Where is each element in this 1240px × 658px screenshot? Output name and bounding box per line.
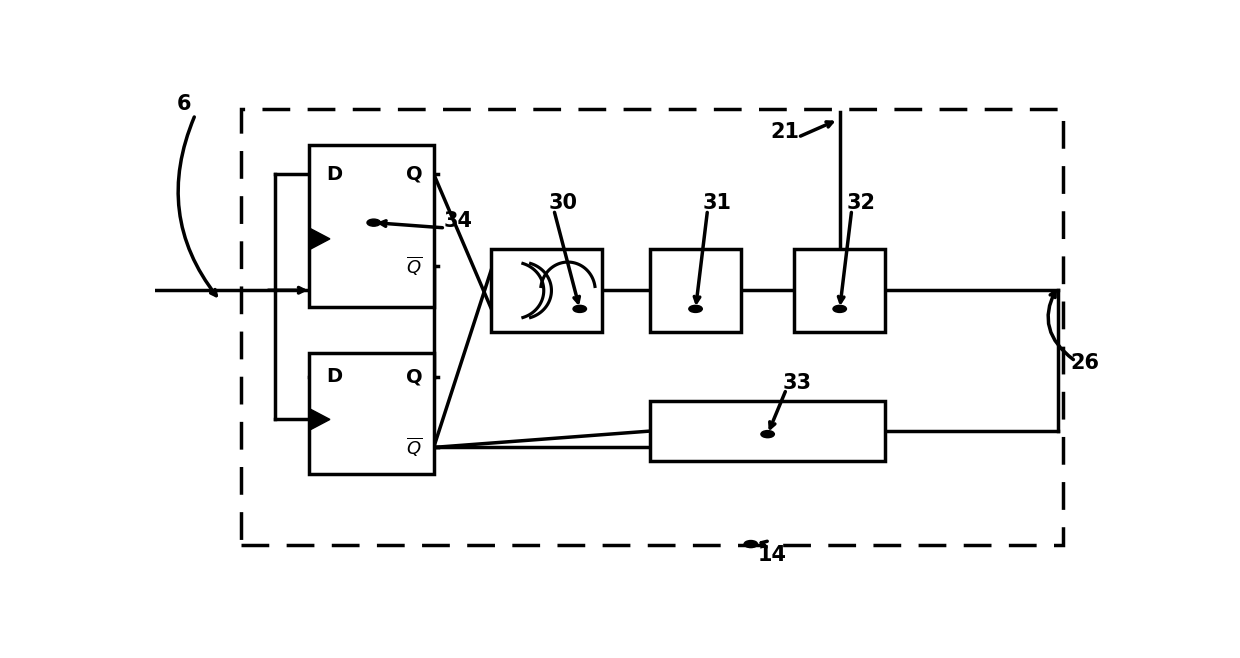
- Circle shape: [689, 305, 702, 313]
- Text: 33: 33: [782, 373, 811, 393]
- Text: 21: 21: [770, 122, 799, 142]
- Bar: [650, 401, 885, 461]
- Text: D: D: [326, 164, 342, 184]
- Text: $\overline{Q}$: $\overline{Q}$: [405, 255, 422, 278]
- Text: 34: 34: [443, 211, 472, 231]
- Bar: [309, 353, 434, 474]
- Polygon shape: [309, 408, 330, 430]
- Bar: [794, 249, 885, 332]
- Text: D: D: [326, 367, 342, 386]
- Text: 30: 30: [549, 193, 578, 213]
- Text: 26: 26: [1071, 353, 1100, 372]
- Text: Q: Q: [405, 367, 422, 386]
- Text: 31: 31: [703, 193, 732, 213]
- Text: 32: 32: [847, 193, 875, 213]
- Text: $\overline{Q}$: $\overline{Q}$: [405, 436, 422, 459]
- Circle shape: [367, 219, 381, 226]
- Circle shape: [573, 305, 587, 313]
- Circle shape: [744, 540, 758, 547]
- Text: Q: Q: [405, 164, 422, 184]
- Text: 14: 14: [758, 545, 786, 565]
- Bar: [650, 249, 742, 332]
- Circle shape: [761, 430, 774, 438]
- Bar: [491, 249, 601, 332]
- Polygon shape: [309, 228, 330, 250]
- Text: 6: 6: [176, 94, 191, 114]
- Circle shape: [833, 305, 847, 313]
- Bar: [309, 145, 434, 307]
